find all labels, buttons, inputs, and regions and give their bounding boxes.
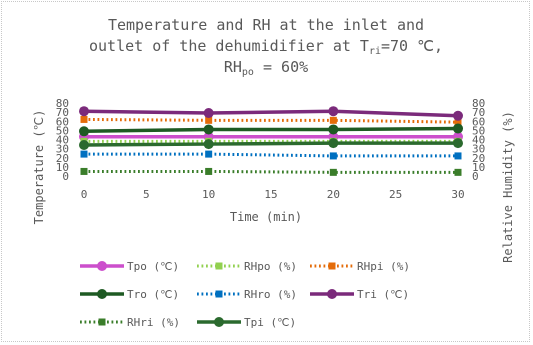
x-axis-ticks: 0 5 10 15 20 25 30 xyxy=(81,188,465,201)
series-line xyxy=(83,141,458,147)
y-left-tick-label: 0 xyxy=(62,170,69,183)
legend-label: Tri (℃) xyxy=(357,288,409,301)
data-point xyxy=(205,150,213,158)
data-point xyxy=(80,167,88,175)
legend-marker xyxy=(327,289,337,299)
series-line xyxy=(84,169,458,174)
y-axis-right-label: Relative Humidity (%) xyxy=(501,111,515,263)
x-tick-label: 30 xyxy=(451,188,464,201)
y-left-tick-label: 70 xyxy=(56,106,69,119)
data-point xyxy=(329,168,337,176)
data-point xyxy=(79,139,89,150)
legend-marker xyxy=(97,289,107,299)
x-tick-label: 15 xyxy=(264,188,277,201)
data-point xyxy=(203,139,214,150)
y-right-tick-label: 10 xyxy=(472,161,485,174)
y-left-tick-label: 30 xyxy=(56,143,69,156)
data-point xyxy=(80,115,88,123)
x-axis-label: Time (min) xyxy=(230,210,302,224)
y-left-tick-label: 80 xyxy=(56,97,69,110)
data-point xyxy=(80,150,88,158)
legend-label: RHro (%) xyxy=(244,288,297,301)
chart-title-line3: RHpo = 60% xyxy=(224,58,308,78)
y-right-tick-label: 80 xyxy=(472,97,485,110)
chart-title-line2: outlet of the dehumidifier at Tri=70 ℃, xyxy=(89,37,443,57)
y-right-tick-label: 40 xyxy=(472,134,485,147)
data-point xyxy=(205,116,213,124)
x-tick-label: 20 xyxy=(327,188,340,201)
legend-marker xyxy=(215,290,223,298)
series-line xyxy=(83,117,459,124)
legend-marker xyxy=(97,261,107,271)
y-right-tick-label: 50 xyxy=(472,124,485,137)
legend-marker xyxy=(215,262,223,270)
data-point xyxy=(454,168,462,176)
x-tick-label: 10 xyxy=(202,188,215,201)
y-right-tick-label: 60 xyxy=(472,115,485,128)
data-point xyxy=(328,124,339,135)
legend-label: Tpi (℃) xyxy=(244,316,296,329)
y-right-tick-label: 30 xyxy=(472,143,485,156)
data-point xyxy=(205,167,213,175)
y-left-tick-label: 40 xyxy=(56,134,69,147)
y-right-tick-label: 0 xyxy=(472,170,479,183)
y-axis-left-label: Temperature (℃) xyxy=(32,110,46,225)
data-point xyxy=(79,126,89,137)
data-point xyxy=(203,108,214,119)
legend-label: RHpi (%) xyxy=(357,260,410,273)
data-point xyxy=(329,116,337,124)
data-point xyxy=(203,124,214,135)
data-point xyxy=(454,152,462,160)
series-line xyxy=(84,152,458,158)
data-point xyxy=(328,106,339,117)
y-right-tick-label: 20 xyxy=(472,152,485,165)
y-left-tick-label: 20 xyxy=(56,152,69,165)
data-point xyxy=(453,123,463,134)
legend-label: RHpo (%) xyxy=(244,260,297,273)
y-right-tick-label: 70 xyxy=(472,106,485,119)
x-tick-label: 0 xyxy=(81,188,88,201)
x-tick-label: 5 xyxy=(143,188,150,201)
data-point xyxy=(329,152,337,160)
legend-label: Tpo (℃) xyxy=(127,260,179,273)
legend-marker xyxy=(328,262,336,270)
data-point xyxy=(454,118,462,126)
legend: Tpo (℃) RHpo (%) RHpi (%) Tro (℃) RHro (%) Tr… xyxy=(80,260,410,329)
legend-label: Tro (℃) xyxy=(127,288,179,301)
series-line xyxy=(83,109,459,118)
data-point xyxy=(328,138,339,149)
y-left-tick-label: 60 xyxy=(56,115,69,128)
data-point xyxy=(453,138,463,149)
data-point xyxy=(453,110,463,121)
plot-area xyxy=(79,106,463,176)
legend-label: RHri (%) xyxy=(127,316,180,329)
legend-marker xyxy=(98,318,106,326)
y-left-tick-label: 10 xyxy=(56,161,69,174)
series-line xyxy=(83,126,459,134)
y-left-tick-label: 50 xyxy=(56,124,69,137)
data-point xyxy=(79,106,89,117)
x-tick-label: 25 xyxy=(389,188,402,201)
chart-title-line1: Temperature and RH at the inlet and xyxy=(108,16,424,34)
legend-marker xyxy=(214,317,224,327)
